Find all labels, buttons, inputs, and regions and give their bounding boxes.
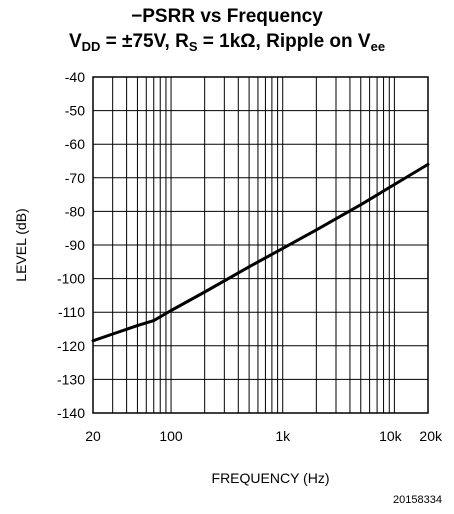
y-tick-label: -120 (57, 338, 85, 354)
plot-grid (93, 76, 428, 414)
x-tick-label: 20 (85, 428, 101, 444)
vdd-subscript: DD (81, 39, 101, 54)
vee-subscript: ee (370, 39, 386, 54)
y-tick-label: -60 (65, 136, 85, 152)
y-tick-labels: -40 -50 -60 -70 -80 -90 -100 -110 -120 -130 -140 (57, 69, 85, 421)
y-tick-label: -80 (65, 203, 85, 219)
x-tick-label: 10k (379, 428, 403, 444)
vdd-value: = ±75V, R (100, 31, 189, 52)
x-tick-labels: 20 100 1k 10k 20k (85, 428, 443, 444)
chart-title: −PSRR vs Frequency (131, 6, 323, 27)
x-tick-label: 100 (159, 428, 183, 444)
vdd-symbol: V (68, 31, 82, 52)
plot-frame (92, 76, 429, 414)
figure-id: 20158334 (393, 494, 442, 506)
y-tick-label: -110 (58, 304, 85, 320)
x-tick-label: 20k (419, 428, 443, 444)
y-tick-label: -90 (65, 237, 85, 253)
y-axis-label: LEVEL (dB) (13, 208, 29, 281)
y-tick-label: -130 (57, 371, 85, 387)
y-tick-label: -70 (65, 170, 85, 186)
x-tick-label: 1k (275, 428, 291, 444)
psrr-curve (91, 162, 430, 343)
rs-value: = 1kΩ, Ripple on V (197, 31, 371, 52)
y-tick-label: -50 (65, 103, 85, 119)
y-tick-label: -40 (65, 69, 85, 85)
chart-subtitle: VDD = ±75V, RS = 1kΩ, Ripple on Vee (0, 31, 454, 53)
rs-subscript: S (188, 39, 198, 54)
y-tick-label: -100 (57, 271, 85, 287)
y-tick-label: -140 (57, 405, 85, 421)
x-axis-label: FREQUENCY (Hz) (212, 470, 330, 486)
